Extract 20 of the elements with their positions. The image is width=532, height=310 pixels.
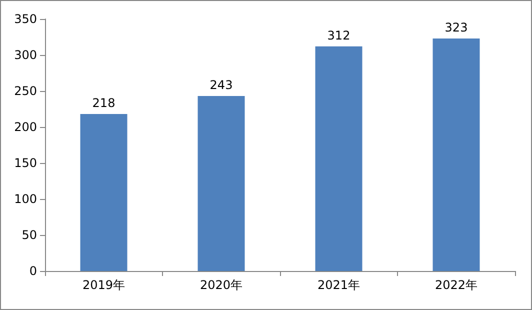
y-tick-label: 50 (22, 228, 37, 242)
data-label: 243 (210, 78, 233, 92)
x-tick-label: 2020年 (200, 278, 243, 292)
data-label: 218 (92, 96, 116, 110)
x-tick-label: 2019年 (82, 278, 126, 292)
y-tick-label: 200 (14, 120, 37, 134)
y-tick-label: 150 (14, 156, 37, 170)
x-tick-label: 2022年 (434, 278, 478, 292)
bar (80, 114, 128, 271)
data-label: 312 (327, 28, 350, 42)
y-tick-label: 0 (29, 264, 37, 278)
bar (198, 96, 245, 271)
x-tick-label: 2021年 (317, 278, 360, 292)
y-tick-label: 300 (14, 48, 37, 62)
y-tick-label: 250 (14, 84, 37, 98)
bar (432, 38, 480, 271)
bar (315, 46, 362, 271)
y-tick-label: 350 (14, 12, 37, 26)
data-label: 323 (444, 20, 468, 34)
y-tick-label: 100 (14, 192, 37, 206)
